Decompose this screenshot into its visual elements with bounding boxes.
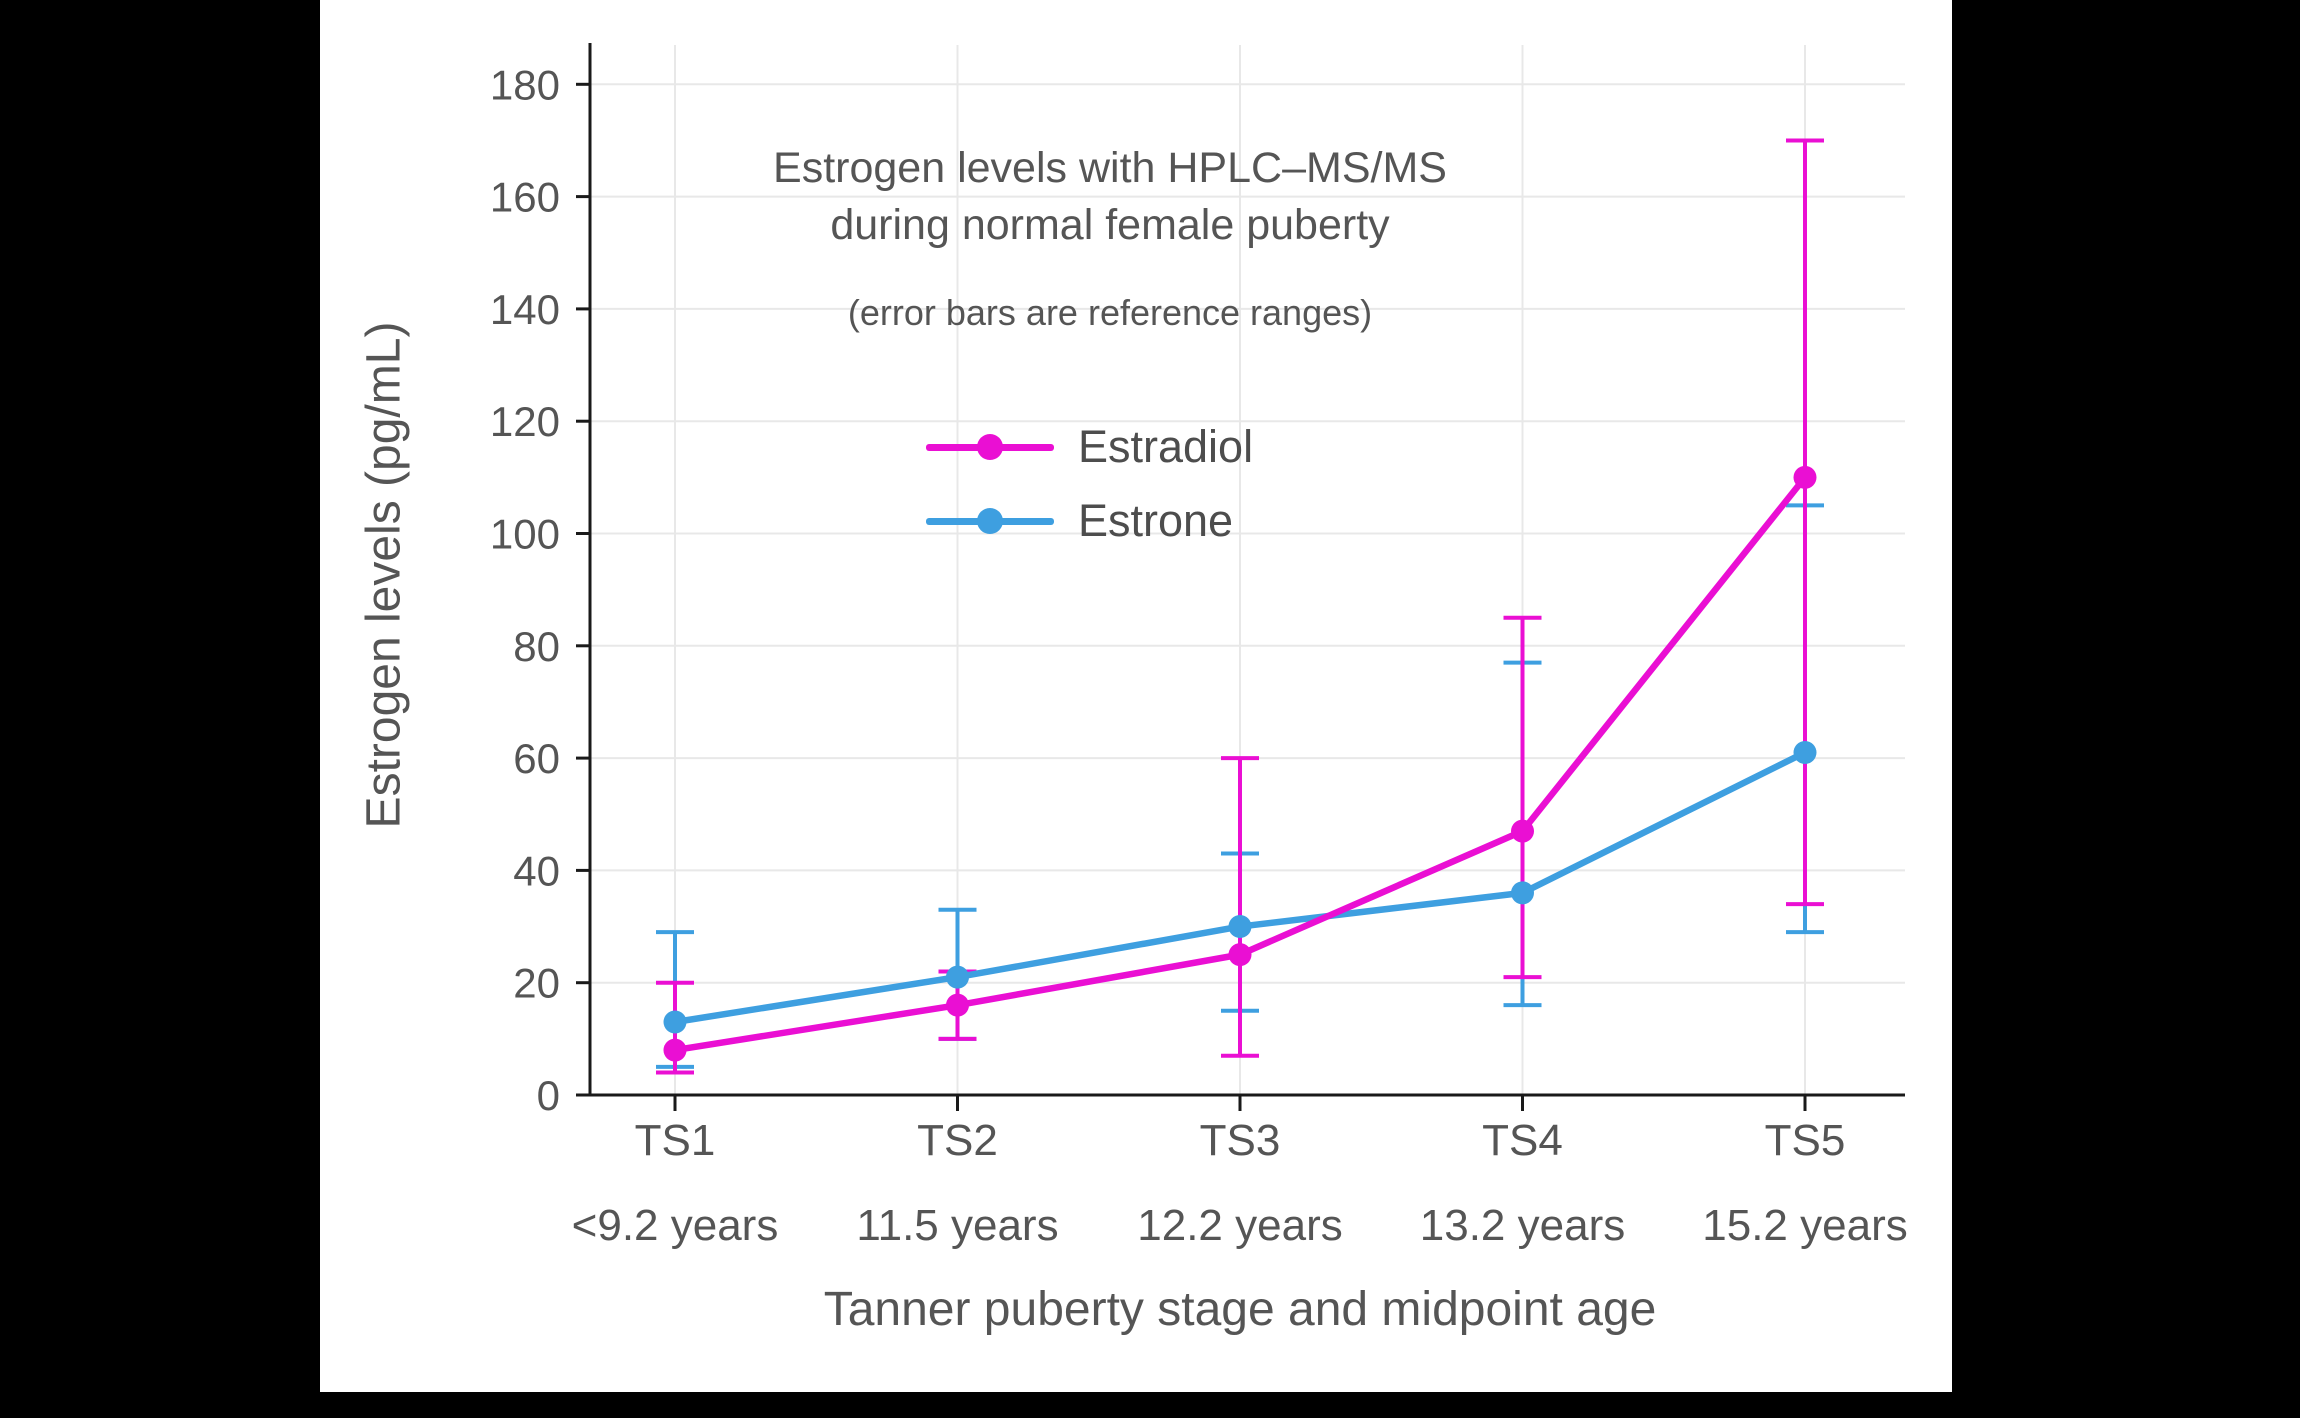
x-axis-label: Tanner puberty stage and midpoint age	[823, 1283, 1657, 1336]
svg-text:13.2 years: 13.2 years	[1420, 1201, 1625, 1250]
svg-text:80: 80	[513, 623, 560, 670]
legend-dot-icon	[977, 434, 1003, 460]
svg-text:120: 120	[490, 398, 560, 445]
chart-subtitle: (error bars are reference ranges)	[847, 292, 1373, 333]
svg-text:160: 160	[490, 174, 560, 221]
svg-text:<9.2 years: <9.2 years	[572, 1201, 779, 1250]
legend: Estradiol Estrone	[926, 410, 1253, 558]
y-axis-label: Estrogen levels (pg/mL)	[357, 321, 411, 829]
legend-dot-icon	[977, 508, 1003, 534]
estrogen-line-chart: 0 20 40 60 80 100 120 140 160 180 TS1 <9.2 years TS2…	[490, 43, 1908, 1250]
legend-entry-estrone: Estrone	[926, 484, 1253, 558]
legend-label-estrone: Estrone	[1078, 495, 1234, 546]
chart-title: Estrogen levels with HPLC–MS/MS during n…	[773, 144, 1447, 250]
svg-text:40: 40	[513, 847, 560, 894]
svg-text:12.2 years: 12.2 years	[1137, 1201, 1342, 1250]
chart-panel: 0 20 40 60 80 100 120 140 160 180 TS1 <9.2 years TS2…	[320, 0, 1952, 1392]
svg-text:0: 0	[537, 1072, 560, 1119]
svg-text:TS5: TS5	[1765, 1116, 1846, 1165]
svg-text:TS2: TS2	[917, 1116, 998, 1165]
svg-text:60: 60	[513, 735, 560, 782]
svg-text:11.5 years: 11.5 years	[856, 1201, 1058, 1250]
svg-text:180: 180	[490, 61, 560, 108]
legend-label-estradiol: Estradiol	[1078, 421, 1254, 472]
svg-text:140: 140	[490, 286, 560, 333]
svg-text:TS4: TS4	[1482, 1116, 1563, 1165]
svg-text:TS3: TS3	[1200, 1116, 1281, 1165]
svg-text:15.2 years: 15.2 years	[1702, 1201, 1907, 1250]
estradiol-line-marker-icon	[926, 434, 1054, 460]
legend-entry-estradiol: Estradiol	[926, 410, 1253, 484]
estrone-line-marker-icon	[926, 508, 1054, 534]
svg-text:20: 20	[513, 960, 560, 1007]
svg-text:100: 100	[490, 511, 560, 558]
svg-text:TS1: TS1	[635, 1116, 716, 1165]
